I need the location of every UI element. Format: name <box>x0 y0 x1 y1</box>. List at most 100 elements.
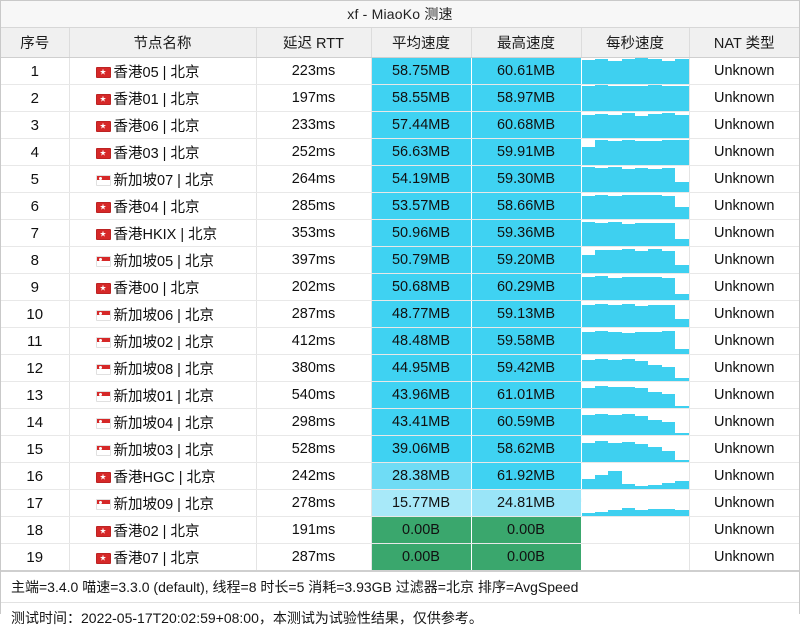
sparkline-bar <box>608 167 622 192</box>
sparkline-bar <box>594 194 609 219</box>
singapore-flag-icon <box>95 174 111 186</box>
sparkline-bar <box>661 140 676 165</box>
cell-index: 4 <box>1 138 70 166</box>
sparkline-bar <box>594 331 609 354</box>
sparkline-bar <box>635 360 649 381</box>
table-row[interactable]: 13 新加坡01 | 北京 540ms 43.96MB 61.01MB Unknown <box>1 381 799 409</box>
cell-rtt: 223ms <box>256 57 372 85</box>
table-row[interactable]: 1 香港05 | 北京 223ms 58.75MB 60.61MB Unknown <box>1 57 799 85</box>
column-header-avg-speed[interactable]: 平均速度 <box>371 28 472 58</box>
cell-max-speed: 59.36MB <box>471 219 582 247</box>
cell-max-speed: 59.42MB <box>471 354 582 382</box>
column-header-rtt[interactable]: 延迟 RTT <box>256 28 372 58</box>
cell-max-speed: 58.66MB <box>471 192 582 220</box>
table-row[interactable]: 2 香港01 | 北京 197ms 58.55MB 58.97MB Unknown <box>1 84 799 112</box>
sparkline-bar <box>621 85 635 111</box>
sparkline-bar <box>648 168 662 192</box>
cell-per-second-speed-sparkline <box>581 462 690 490</box>
cell-node-name: 香港03 | 北京 <box>69 138 257 166</box>
sparkline-chart <box>581 166 688 192</box>
window-titlebar: xf - MiaoKo 测速 <box>1 1 799 28</box>
node-label: 新加坡05 | 北京 <box>113 253 214 270</box>
node-label: 新加坡07 | 北京 <box>113 172 214 189</box>
table-row[interactable]: 8 新加坡05 | 北京 397ms 50.79MB 59.20MB Unknown <box>1 246 799 274</box>
hong-kong-flag-icon <box>95 552 111 564</box>
cell-avg-speed: 15.77MB <box>371 489 472 517</box>
cell-nat-type: Unknown <box>689 246 799 274</box>
sparkline-bar <box>608 442 622 462</box>
cell-per-second-speed-sparkline <box>581 381 690 409</box>
hong-kong-flag-icon <box>95 228 111 240</box>
column-header-node[interactable]: 节点名称 <box>69 28 257 58</box>
cell-per-second-speed-sparkline <box>581 354 690 382</box>
table-row[interactable]: 19 香港07 | 北京 287ms 0.00B 0.00B Unknown <box>1 543 799 571</box>
speedtest-results-table: 序号 节点名称 延迟 RTT 平均速度 最高速度 每秒速度 NAT 类型 1 香港… <box>1 28 799 571</box>
table-row[interactable]: 11 新加坡02 | 北京 412ms 48.48MB 59.58MB Unknown <box>1 327 799 355</box>
cell-nat-type: Unknown <box>689 219 799 247</box>
column-header-per-second-speed[interactable]: 每秒速度 <box>581 28 690 58</box>
table-row[interactable]: 17 新加坡09 | 北京 278ms 15.77MB 24.81MB Unknown <box>1 489 799 517</box>
table-row[interactable]: 10 新加坡06 | 北京 287ms 48.77MB 59.13MB Unknown <box>1 300 799 328</box>
sparkline-bar <box>621 168 635 192</box>
cell-per-second-speed-sparkline <box>581 300 690 328</box>
cell-index: 11 <box>1 327 70 355</box>
column-header-index[interactable]: 序号 <box>1 28 70 58</box>
sparkline-chart <box>581 220 688 246</box>
sparkline-bar <box>608 331 622 354</box>
singapore-flag-icon <box>95 417 111 429</box>
cell-avg-speed: 39.06MB <box>371 435 472 463</box>
window-title: xf - MiaoKo 测速 <box>347 6 453 22</box>
sparkline-bar <box>661 509 676 516</box>
cell-avg-speed: 56.63MB <box>371 138 472 166</box>
table-row[interactable]: 18 香港02 | 北京 191ms 0.00B 0.00B Unknown <box>1 516 799 544</box>
cell-node-name: 香港01 | 北京 <box>69 84 257 112</box>
table-row[interactable]: 5 新加坡07 | 北京 264ms 54.19MB 59.30MB Unknown <box>1 165 799 193</box>
sparkline-bar <box>608 141 622 165</box>
table-row[interactable]: 9 香港00 | 北京 202ms 50.68MB 60.29MB Unknown <box>1 273 799 301</box>
cell-per-second-speed-sparkline <box>581 543 690 571</box>
sparkline-bar <box>635 167 649 192</box>
table-row[interactable]: 4 香港03 | 北京 252ms 56.63MB 59.91MB Unknown <box>1 138 799 166</box>
table-row[interactable]: 12 新加坡08 | 北京 380ms 44.95MB 59.42MB Unknown <box>1 354 799 382</box>
cell-index: 18 <box>1 516 70 544</box>
sparkline-bar <box>648 249 662 273</box>
singapore-flag-icon <box>95 255 111 267</box>
sparkline-bar <box>594 358 609 381</box>
cell-nat-type: Unknown <box>689 327 799 355</box>
table-row[interactable]: 3 香港06 | 北京 233ms 57.44MB 60.68MB Unknown <box>1 111 799 139</box>
sparkline-bar <box>648 140 662 165</box>
sparkline-bar <box>594 249 609 273</box>
table-body: 1 香港05 | 北京 223ms 58.75MB 60.61MB Unknown 2 香港0… <box>1 57 799 571</box>
sparkline-bar <box>594 223 609 246</box>
cell-rtt: 380ms <box>256 354 372 382</box>
table-row[interactable]: 15 新加坡03 | 北京 528ms 39.06MB 58.62MB Unknown <box>1 435 799 463</box>
hong-kong-flag-icon <box>95 120 111 132</box>
cell-nat-type: Unknown <box>689 408 799 436</box>
table-row[interactable]: 6 香港04 | 北京 285ms 53.57MB 58.66MB Unknown <box>1 192 799 220</box>
cell-per-second-speed-sparkline <box>581 138 690 166</box>
hong-kong-flag-icon <box>95 93 111 105</box>
sparkline-bar <box>621 249 635 273</box>
table-row[interactable]: 14 新加坡04 | 北京 298ms 43.41MB 60.59MB Unknown <box>1 408 799 436</box>
cell-node-name: 新加坡09 | 北京 <box>69 489 257 517</box>
column-header-nat-type[interactable]: NAT 类型 <box>689 28 799 58</box>
cell-rtt: 264ms <box>256 165 372 193</box>
sparkline-bar <box>661 60 676 84</box>
sparkline-bar <box>675 58 688 84</box>
cell-max-speed: 60.29MB <box>471 273 582 301</box>
sparkline-bar <box>581 167 595 192</box>
sparkline-bar <box>621 414 635 435</box>
cell-node-name: 香港07 | 北京 <box>69 543 257 571</box>
table-row[interactable]: 7 香港HKIX | 北京 353ms 50.96MB 59.36MB Unknown <box>1 219 799 247</box>
cell-rtt: 412ms <box>256 327 372 355</box>
sparkline-bar <box>621 441 635 462</box>
sparkline-bar <box>608 277 622 300</box>
cell-avg-speed: 44.95MB <box>371 354 472 382</box>
table-row[interactable]: 16 香港HGC | 北京 242ms 28.38MB 61.92MB Unknown <box>1 462 799 490</box>
sparkline-bar <box>648 447 662 462</box>
results-table-container: 序号 节点名称 延迟 RTT 平均速度 最高速度 每秒速度 NAT 类型 1 香港… <box>1 28 799 571</box>
column-header-max-speed[interactable]: 最高速度 <box>471 28 582 58</box>
hong-kong-flag-icon <box>95 147 111 159</box>
cell-nat-type: Unknown <box>689 57 799 85</box>
node-label: 香港07 | 北京 <box>113 550 200 567</box>
